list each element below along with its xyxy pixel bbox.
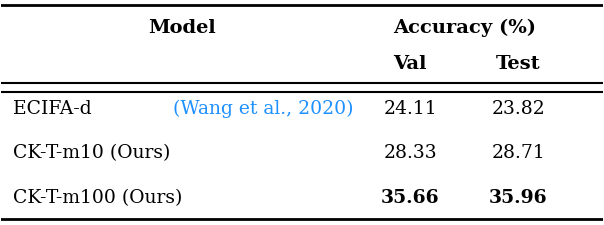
Text: Accuracy (%): Accuracy (%) bbox=[393, 19, 536, 37]
Text: 35.96: 35.96 bbox=[489, 188, 548, 206]
Text: Val: Val bbox=[393, 55, 427, 73]
Text: 28.71: 28.71 bbox=[492, 144, 545, 162]
Text: 28.33: 28.33 bbox=[384, 144, 437, 162]
Text: CK-T-m100 (Ours): CK-T-m100 (Ours) bbox=[13, 188, 183, 206]
Text: 35.66: 35.66 bbox=[381, 188, 440, 206]
Text: CK-T-m10 (Ours): CK-T-m10 (Ours) bbox=[13, 144, 171, 162]
Text: 23.82: 23.82 bbox=[492, 99, 545, 117]
Text: ECIFA-d: ECIFA-d bbox=[13, 99, 98, 117]
Text: Model: Model bbox=[148, 19, 216, 37]
Text: 24.11: 24.11 bbox=[384, 99, 437, 117]
Text: (Wang et al., 2020): (Wang et al., 2020) bbox=[173, 99, 353, 117]
Text: Test: Test bbox=[496, 55, 541, 73]
